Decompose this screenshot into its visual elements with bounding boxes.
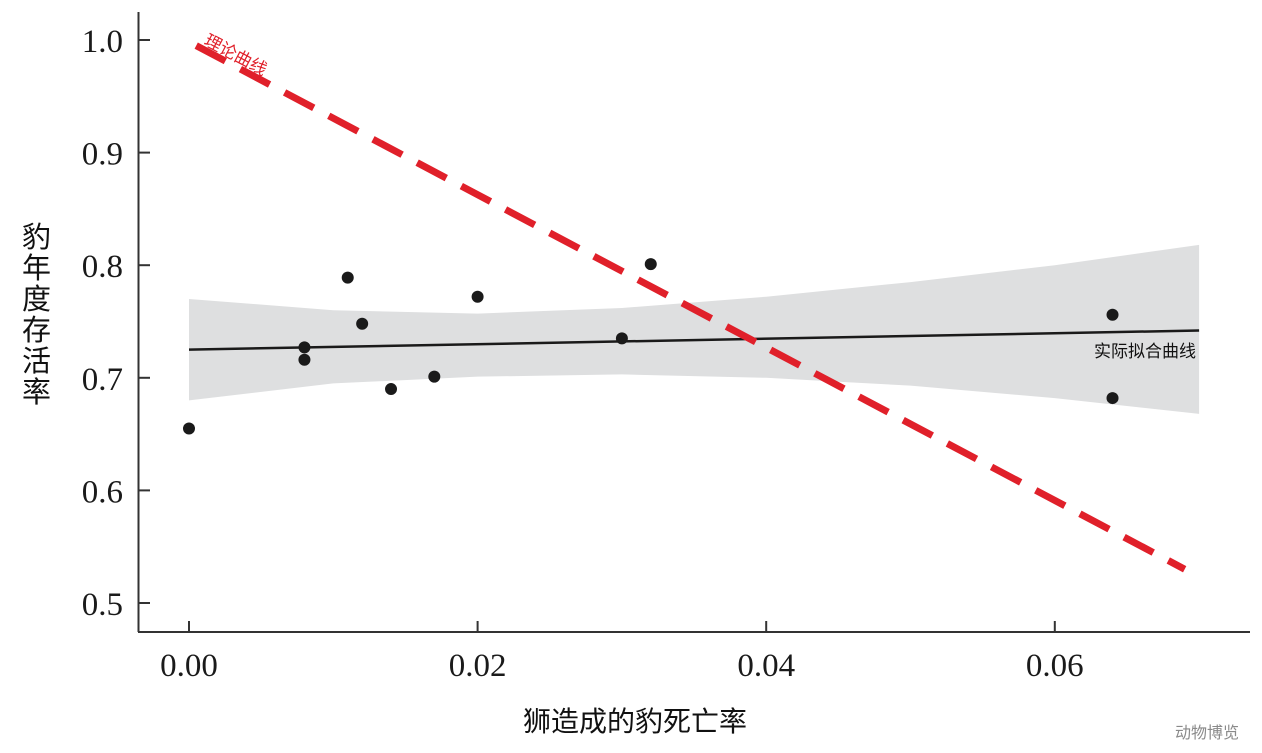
y-axis-title-char: 年 bbox=[22, 251, 52, 285]
watermark: 动物博览 bbox=[1175, 723, 1239, 742]
x-tick-label: 0.06 bbox=[1026, 648, 1084, 684]
y-axis-title-char: 活 bbox=[22, 344, 52, 378]
theory-line bbox=[194, 42, 1187, 573]
y-axis-title-char: 率 bbox=[22, 375, 52, 409]
data-point bbox=[341, 271, 354, 284]
y-tick-label: 0.7 bbox=[82, 362, 123, 398]
data-point bbox=[615, 332, 628, 345]
data-point bbox=[385, 383, 398, 396]
data-point bbox=[356, 317, 369, 330]
theory-line-path bbox=[194, 42, 1187, 573]
data-point bbox=[298, 353, 311, 366]
y-axis-title-char: 度 bbox=[22, 282, 52, 316]
data-point bbox=[1106, 392, 1119, 405]
y-axis-ticks: 0.5 0.6 0.7 0.8 0.9 1.0 bbox=[82, 24, 150, 623]
x-axis-ticks: 0.00 0.02 0.04 0.06 bbox=[160, 621, 1084, 684]
confidence-band bbox=[189, 244, 1200, 414]
y-tick-label: 0.9 bbox=[82, 137, 123, 173]
data-point bbox=[428, 370, 441, 383]
x-axis-title: 狮造成的豹死亡率 bbox=[523, 705, 747, 738]
confidence-band-area bbox=[189, 244, 1200, 414]
data-point bbox=[183, 422, 195, 435]
y-tick-label: 0.5 bbox=[82, 587, 123, 623]
y-tick-label: 1.0 bbox=[82, 24, 123, 60]
data-points bbox=[183, 258, 1119, 435]
x-tick-label: 0.02 bbox=[449, 648, 507, 684]
x-tick-label: 0.04 bbox=[737, 648, 795, 684]
y-axis-title-char: 存 bbox=[22, 313, 52, 347]
y-tick-label: 0.8 bbox=[82, 249, 123, 285]
data-point bbox=[644, 258, 657, 271]
data-point bbox=[471, 290, 484, 303]
fit-line bbox=[188, 329, 1200, 351]
fit-curve-label: 实际拟合曲线 bbox=[1094, 342, 1196, 362]
fit-line-path bbox=[188, 329, 1200, 351]
y-axis-title-char: 豹 bbox=[22, 220, 52, 254]
y-tick-label: 0.6 bbox=[82, 474, 123, 510]
x-tick-label: 0.00 bbox=[160, 648, 218, 684]
data-point bbox=[298, 341, 311, 354]
data-point bbox=[1106, 308, 1119, 321]
